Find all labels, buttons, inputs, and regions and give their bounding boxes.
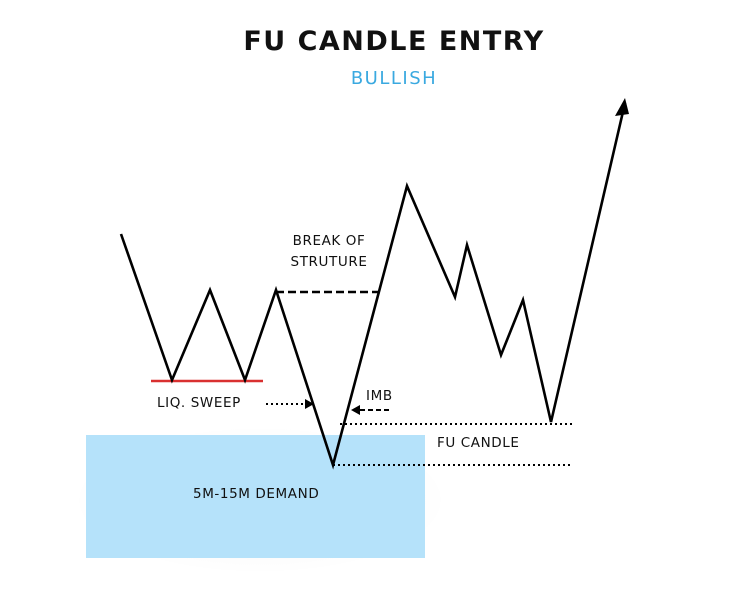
arrow-up-right-icon [615, 98, 629, 116]
page-title: FU CANDLE ENTRY [243, 26, 545, 57]
fu-candle-label: FU CANDLE [437, 435, 520, 451]
imbalance-label: IMB [366, 388, 393, 404]
imbalance-arrowhead [351, 405, 360, 415]
liquidity-sweep-label: LIQ. SWEEP [157, 395, 241, 411]
demand-zone-label: 5M-15M DEMAND [193, 486, 320, 502]
liquidity-sweep-arrowhead [305, 399, 314, 409]
demand-zone [86, 435, 425, 558]
break-of-structure-label-line2: STRUTURE [290, 254, 368, 270]
page-subtitle: BULLISH [350, 68, 438, 89]
break-of-structure-label-line1: BREAK OF [292, 233, 366, 249]
price-path [119, 102, 627, 470]
